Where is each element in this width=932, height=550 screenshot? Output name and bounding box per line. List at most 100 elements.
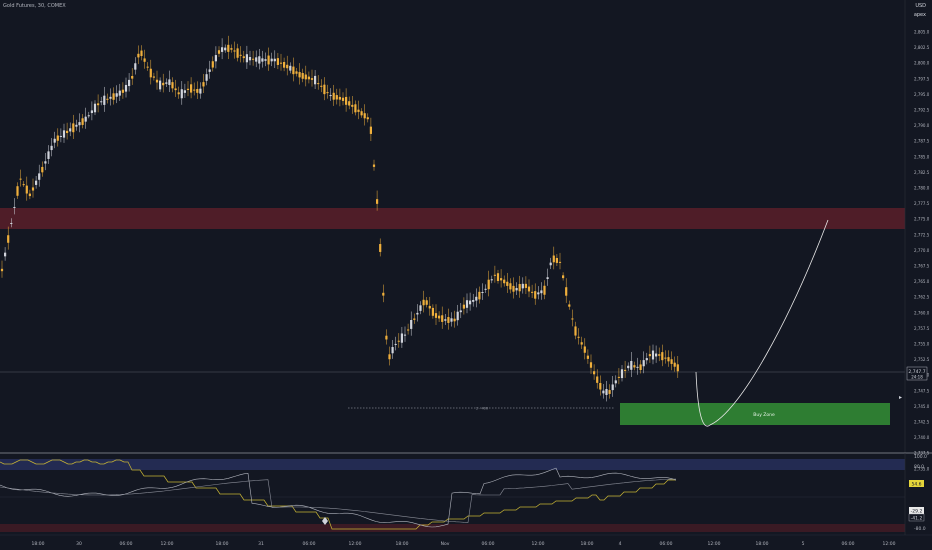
candle-body xyxy=(422,299,425,306)
candle-body xyxy=(661,352,664,361)
candle-body xyxy=(252,58,255,60)
candle-body xyxy=(115,93,118,97)
price-axis-label: 2,747.5 xyxy=(914,388,930,393)
candle-body xyxy=(394,343,397,345)
candle-body xyxy=(47,151,50,159)
candle-body xyxy=(292,66,295,75)
osc-tag-fast xyxy=(909,507,924,514)
candle-body xyxy=(441,315,444,322)
price-axis-label: 2,795.0 xyxy=(914,92,930,97)
candle-body xyxy=(72,123,75,133)
candle-body xyxy=(478,291,481,300)
candle-body xyxy=(255,57,258,62)
candle-body xyxy=(162,82,165,86)
osc-tag-yellow-value: 54.6 xyxy=(911,482,921,488)
time-axis[interactable]: 18:00 30 06:00 12:00 18:00 31 06:00 12:00 18:00 N… xyxy=(32,541,896,547)
candle-body xyxy=(146,66,149,68)
candle-body xyxy=(664,357,667,359)
candle-body xyxy=(500,278,503,281)
candle-body xyxy=(196,89,199,93)
candle-body xyxy=(472,299,475,302)
symbol-info[interactable]: Gold Futures, 30, COMEX xyxy=(3,3,66,9)
price-axis-label: 2,775.0 xyxy=(914,217,930,222)
time-axis-label: 18:00 xyxy=(216,541,229,547)
candle-body xyxy=(286,64,289,69)
candle-body xyxy=(549,262,552,266)
candle-body xyxy=(310,78,314,80)
candle-body xyxy=(407,329,410,331)
price-axis-label: 2,735.0 xyxy=(914,466,930,471)
candle-body xyxy=(140,50,143,57)
candle-body xyxy=(100,101,103,103)
candle-body xyxy=(546,277,549,279)
candle-body xyxy=(202,82,205,87)
price-axis-label: 2,800.0 xyxy=(914,61,930,66)
candle-body xyxy=(562,275,565,279)
candle-body xyxy=(509,283,512,290)
candle-body xyxy=(496,273,500,281)
candle-body xyxy=(620,369,624,379)
candle-body xyxy=(397,340,400,342)
price-axis[interactable]: 2,805.0 2,802.5 2,800.0 2,797.5 2,795.0 2,792… xyxy=(914,30,930,472)
candle-body xyxy=(149,68,152,78)
price-axis-label: 2,760.0 xyxy=(914,310,930,315)
candle-body xyxy=(586,355,589,359)
current-price-tag xyxy=(906,366,928,381)
time-axis-label: 12:00 xyxy=(883,541,896,547)
candle-body xyxy=(335,95,338,100)
candle-body xyxy=(345,96,348,105)
price-axis-label: 2,792.5 xyxy=(914,108,930,113)
candle-body xyxy=(574,326,577,336)
candle-body xyxy=(376,199,379,204)
candle-body xyxy=(289,65,292,71)
candle-body xyxy=(382,292,385,296)
candle-body xyxy=(323,84,326,95)
candle-body xyxy=(434,313,438,318)
candle-body xyxy=(459,310,462,313)
candle-body xyxy=(143,58,146,62)
candle-body xyxy=(438,315,441,319)
osc-oversold-band xyxy=(0,524,905,532)
candle-body xyxy=(363,113,366,119)
candle-body xyxy=(137,53,140,58)
candle-body xyxy=(385,335,388,340)
candle-body xyxy=(552,255,555,263)
candle-body xyxy=(617,376,620,378)
candle-body xyxy=(481,292,484,294)
candle-body xyxy=(326,92,329,94)
osc-signal-diamond-icon xyxy=(322,517,328,525)
candle-body xyxy=(233,50,236,52)
candle-body xyxy=(97,103,100,106)
price-axis-label: 2,802.5 xyxy=(914,45,930,50)
candle-body xyxy=(338,96,341,100)
candle-body xyxy=(413,318,416,320)
candle-body xyxy=(642,360,645,367)
candle-body xyxy=(627,365,630,369)
candle-body xyxy=(605,389,608,395)
scroll-right-arrow-icon[interactable]: ▸ xyxy=(899,394,902,401)
candle-body xyxy=(645,358,648,361)
candle-body xyxy=(4,252,7,257)
candle-body xyxy=(614,380,617,384)
candle-body xyxy=(372,164,376,167)
time-axis-label: 12:00 xyxy=(532,541,545,547)
candle-body xyxy=(388,354,391,360)
candle-body xyxy=(87,115,90,117)
candle-body xyxy=(41,166,44,173)
currency-label[interactable]: USD xyxy=(915,3,926,9)
candle-body xyxy=(366,117,369,120)
candle-body xyxy=(577,336,580,338)
candle-body xyxy=(236,48,239,58)
candle-body xyxy=(180,89,183,99)
time-axis-label: 06:00 xyxy=(660,541,673,547)
candle-body xyxy=(0,268,4,272)
candle-body xyxy=(307,76,310,80)
candle-body xyxy=(602,390,605,394)
candle-body xyxy=(239,54,242,56)
price-axis-label: 2,755.0 xyxy=(914,342,930,347)
scale-mode-label[interactable]: apex xyxy=(913,12,926,18)
candle-body xyxy=(332,92,335,100)
candle-body xyxy=(298,72,301,78)
candle-body xyxy=(193,89,196,91)
